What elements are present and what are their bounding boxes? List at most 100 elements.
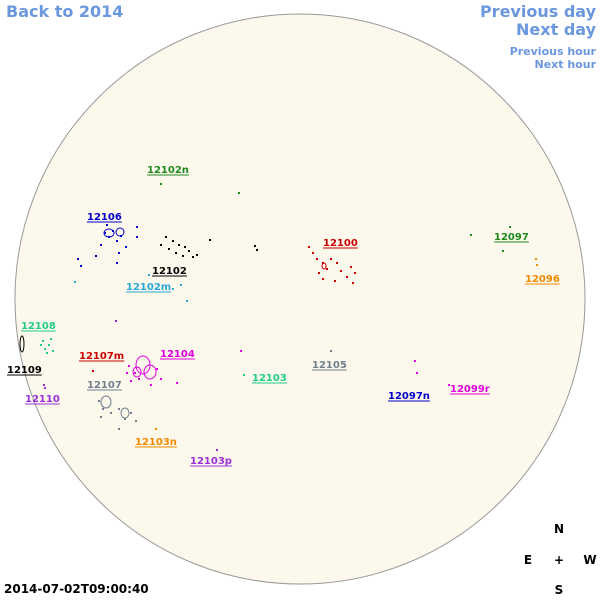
sunspot-marker	[118, 252, 120, 254]
region-label-text[interactable]: 12096	[525, 274, 560, 285]
sunspot-marker	[196, 254, 198, 256]
region-label-12104[interactable]: 12104	[160, 349, 195, 360]
sunspot-marker	[128, 365, 130, 367]
sunspot-marker	[448, 384, 450, 386]
region-label-text[interactable]: 12103n	[135, 437, 177, 448]
region-label-12103[interactable]: 12103	[252, 373, 287, 384]
sunspot-marker	[312, 252, 314, 254]
sunspot-marker	[216, 449, 218, 451]
sunspot-marker	[254, 245, 256, 247]
sunspot-marker	[46, 352, 48, 354]
sunspot-marker	[43, 384, 45, 386]
sunspot-marker	[136, 236, 138, 238]
sunspot-marker	[326, 268, 328, 270]
region-label-12107[interactable]: 12107	[87, 380, 122, 391]
sunspot-marker	[414, 360, 416, 362]
next-day-link[interactable]: Next day	[516, 20, 596, 39]
sunspot-outline	[19, 335, 25, 353]
region-label-text[interactable]: 12102m	[126, 282, 171, 293]
next-hour-link[interactable]: Next hour	[534, 58, 597, 71]
sunspot-marker	[160, 378, 162, 380]
sunspot-marker	[346, 276, 348, 278]
region-label-text[interactable]: 12103	[252, 373, 287, 384]
sunspot-marker	[106, 224, 108, 226]
back-to-year-link[interactable]: Back to 2014	[6, 2, 124, 21]
region-label-text[interactable]: 12107	[87, 380, 122, 391]
region-label-12099r[interactable]: 12099r	[450, 384, 490, 395]
compass-center: +	[554, 553, 564, 567]
sunspot-marker	[184, 246, 186, 248]
sunspot-marker	[256, 249, 258, 251]
sunspot-marker	[150, 384, 152, 386]
sunspot-outline	[120, 407, 130, 419]
region-label-12102m[interactable]: 12102m	[126, 282, 172, 293]
region-label-12108[interactable]: 12108	[21, 321, 56, 332]
region-label-12109[interactable]: 12109	[7, 365, 42, 376]
region-label-12110[interactable]: 12110	[25, 394, 60, 405]
region-label-text[interactable]: 12097	[494, 232, 529, 243]
region-label-text[interactable]: 12103p	[190, 456, 232, 467]
sunspot-marker	[340, 270, 342, 272]
region-label-12097[interactable]: 12097	[494, 232, 529, 243]
sunspot-outline	[321, 262, 327, 270]
region-label-text[interactable]: 12100	[323, 238, 358, 249]
sunspot-marker	[92, 370, 94, 372]
sunspot-marker	[42, 340, 44, 342]
sunspot-marker	[180, 284, 182, 286]
region-label-12106[interactable]: 12106	[87, 212, 122, 223]
sunspot-outline	[103, 228, 115, 238]
sunspot-outline	[132, 366, 142, 378]
sunspot-marker	[160, 244, 162, 246]
sunspot-marker	[536, 264, 538, 266]
solar-disk	[14, 13, 586, 585]
region-label-12103p[interactable]: 12103p	[190, 456, 232, 467]
sunspot-marker	[172, 240, 174, 242]
previous-hour-link[interactable]: Previous hour	[509, 45, 596, 58]
region-label-text[interactable]: 12104	[160, 349, 195, 360]
sunspot-marker	[330, 258, 332, 260]
sunspot-marker	[243, 374, 245, 376]
sunspot-marker	[172, 288, 174, 290]
region-label-12105[interactable]: 12105	[312, 360, 347, 371]
previous-day-link[interactable]: Previous day	[479, 2, 596, 21]
sunspot-marker	[316, 258, 318, 260]
sunspot-outline	[100, 395, 112, 409]
sunspot-marker	[98, 400, 100, 402]
region-label-12107m[interactable]: 12107m	[79, 351, 125, 362]
region-label-text[interactable]: 12099r	[450, 384, 490, 395]
region-label-12103n[interactable]: 12103n	[135, 437, 177, 448]
region-label-text[interactable]: 12097n	[388, 391, 430, 402]
sunspot-outline	[115, 227, 125, 237]
compass-west: W	[583, 553, 596, 567]
sunspot-marker	[40, 344, 42, 346]
sunspot-marker	[188, 250, 190, 252]
region-label-text[interactable]: 12102n	[147, 165, 189, 176]
region-label-text[interactable]: 12106	[87, 212, 122, 223]
sunspot-marker	[238, 192, 240, 194]
region-label-text[interactable]: 12102	[152, 266, 187, 277]
region-label-text[interactable]: 12110	[25, 394, 60, 405]
sunspot-outline	[143, 364, 157, 380]
sunspot-marker	[95, 255, 97, 257]
region-label-12102n[interactable]: 12102n	[147, 165, 189, 176]
region-label-12100[interactable]: 12100	[323, 238, 358, 249]
sunspot-marker	[102, 408, 104, 410]
sunspot-marker	[148, 274, 150, 276]
region-label-text[interactable]: 12107m	[79, 351, 124, 362]
region-label-text[interactable]: 12105	[312, 360, 347, 371]
sunspot-marker	[240, 350, 242, 352]
sunspot-marker	[118, 428, 120, 430]
region-label-12096[interactable]: 12096	[525, 274, 560, 285]
sunspot-markers	[19, 183, 538, 451]
region-label-12097n[interactable]: 12097n	[388, 391, 430, 402]
sunspot-marker	[130, 412, 132, 414]
compass-east: E	[524, 553, 532, 567]
sunspot-marker	[165, 236, 167, 238]
sunspot-marker	[334, 280, 336, 282]
region-label-text[interactable]: 12108	[21, 321, 56, 332]
sunspot-marker	[330, 350, 332, 352]
sunspot-marker	[100, 244, 102, 246]
region-label-12102[interactable]: 12102	[152, 266, 187, 277]
region-label-text[interactable]: 12109	[7, 365, 42, 376]
